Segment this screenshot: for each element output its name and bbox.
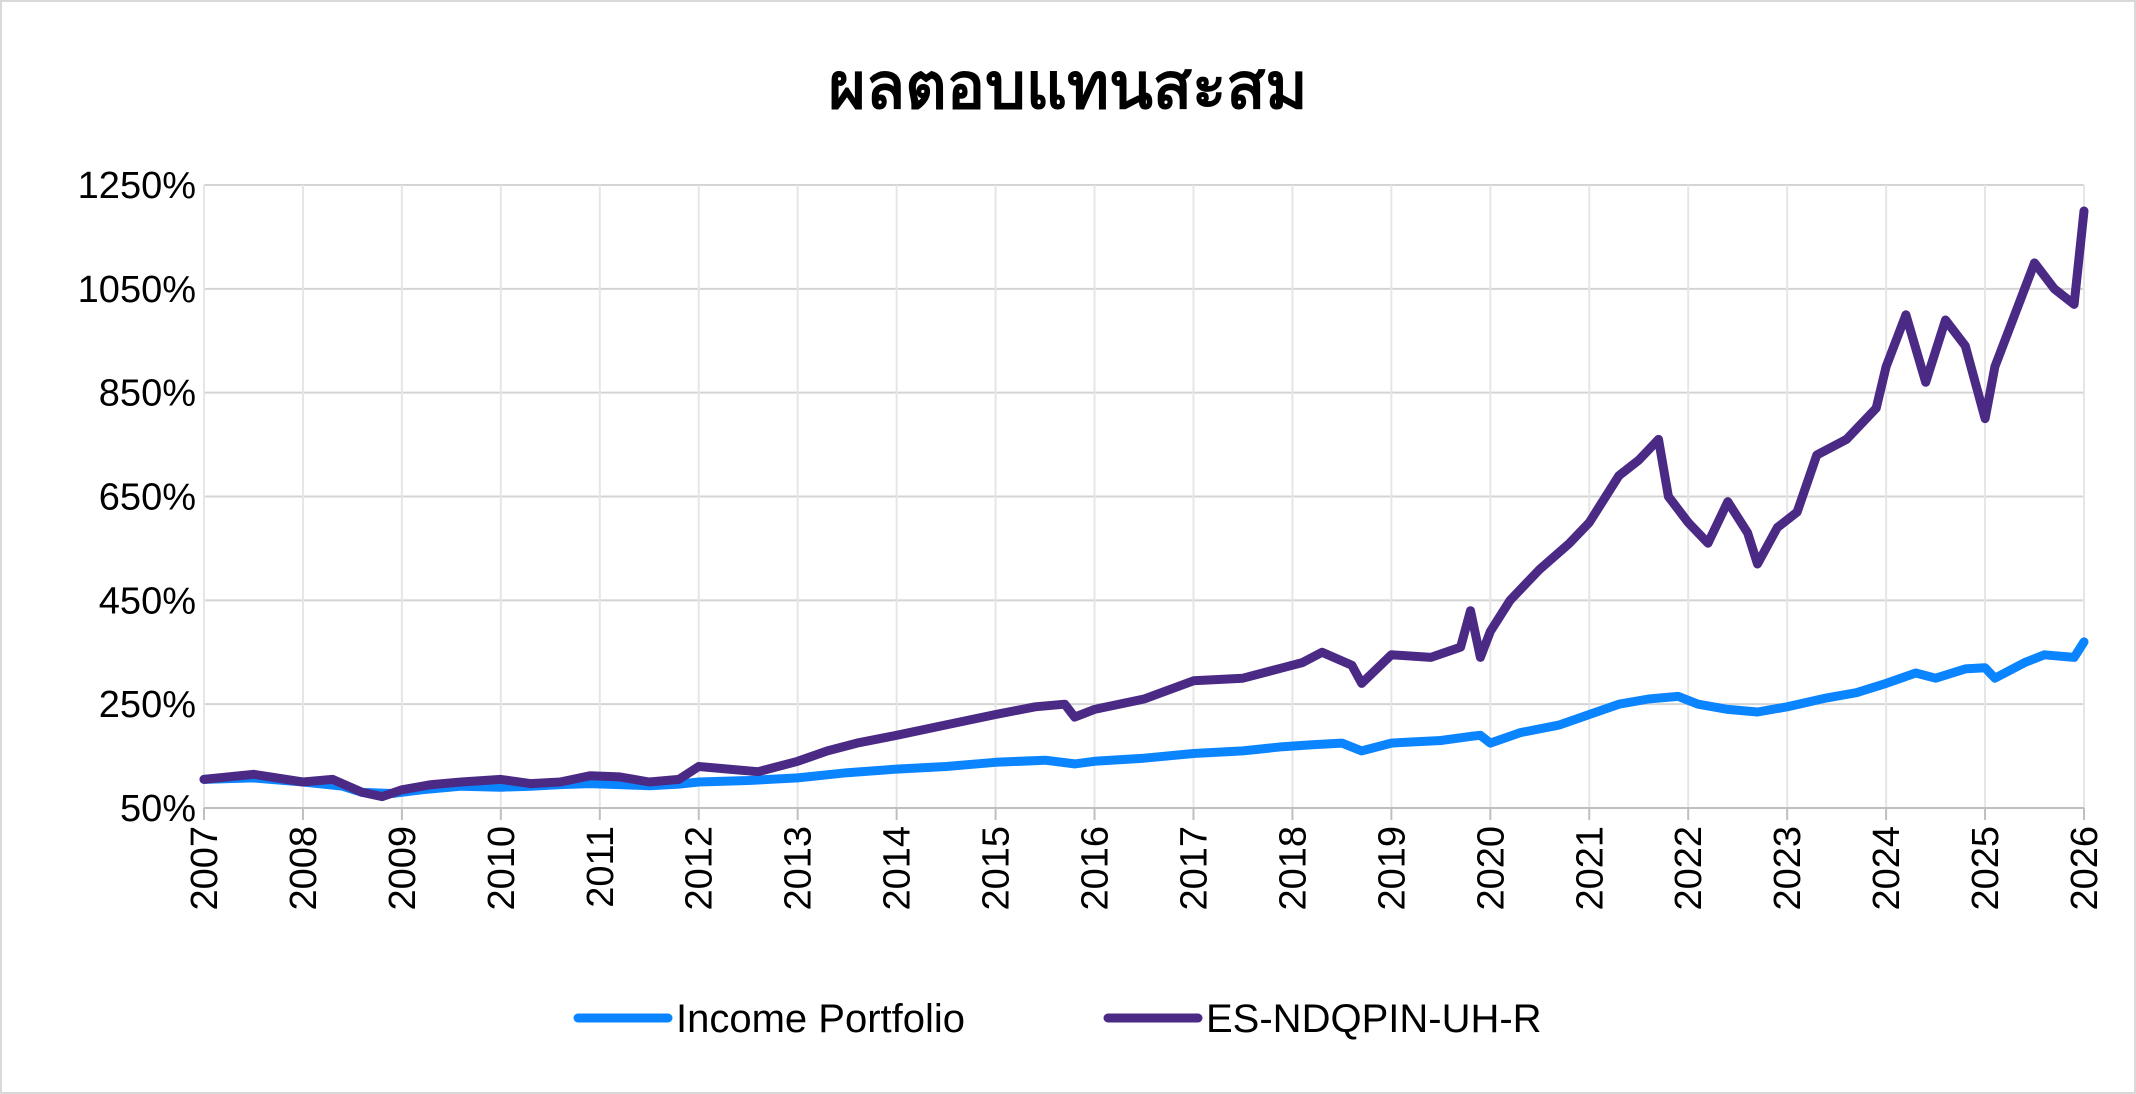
y-tick-label: 850%	[99, 373, 196, 415]
x-tick-label: 2007	[184, 826, 226, 911]
y-tick-label: 50%	[120, 788, 196, 830]
x-tick-label: 2026	[2064, 826, 2106, 911]
x-tick-label: 2017	[1173, 826, 1215, 911]
series-lines	[199, 206, 2089, 802]
y-tick-label: 450%	[99, 580, 196, 622]
x-tick-label: 2015	[976, 826, 1018, 911]
y-tick-label: 650%	[99, 477, 196, 519]
x-axis-ticks: 2007 2008 2009 2010 2011 2012 2013 2014 2015 2016…	[184, 826, 2106, 911]
legend: Income Portfolio ES-NDQPIN-UH-R	[573, 997, 1542, 1041]
series-line-income-portfolio	[199, 637, 2089, 798]
y-axis-ticks: 50% 250% 450% 650% 850% 1050% 1250%	[78, 165, 196, 830]
x-axis	[203, 807, 2085, 820]
legend-label: Income Portfolio	[676, 997, 965, 1041]
x-tick-label: 2016	[1075, 826, 1117, 911]
x-tick-label: 2020	[1470, 826, 1512, 911]
series-line-es-ndqpin-uh-r	[199, 206, 2089, 802]
x-tick-label: 2008	[283, 826, 325, 911]
x-tick-label: 2025	[1965, 826, 2007, 911]
y-tick-label: 250%	[99, 684, 196, 726]
x-tick-label: 2018	[1272, 826, 1314, 911]
x-tick-label: 2023	[1767, 826, 1809, 911]
x-tick-label: 2009	[382, 826, 424, 911]
x-tick-label: 2011	[580, 826, 622, 908]
legend-label: ES-NDQPIN-UH-R	[1206, 997, 1542, 1041]
x-tick-label: 2019	[1371, 826, 1413, 911]
x-tick-label: 2012	[679, 826, 721, 911]
y-tick-label: 1250%	[78, 165, 196, 207]
x-tick-label: 2022	[1668, 826, 1710, 911]
x-tick-label: 2013	[778, 826, 820, 911]
x-tick-label: 2014	[877, 826, 919, 911]
chart-title: ผลตอบแทนสะสม	[828, 50, 1307, 124]
x-tick-label: 2024	[1866, 826, 1908, 911]
y-tick-label: 1050%	[78, 269, 196, 311]
x-tick-label: 2021	[1569, 826, 1611, 911]
x-tick-label: 2010	[481, 826, 523, 911]
